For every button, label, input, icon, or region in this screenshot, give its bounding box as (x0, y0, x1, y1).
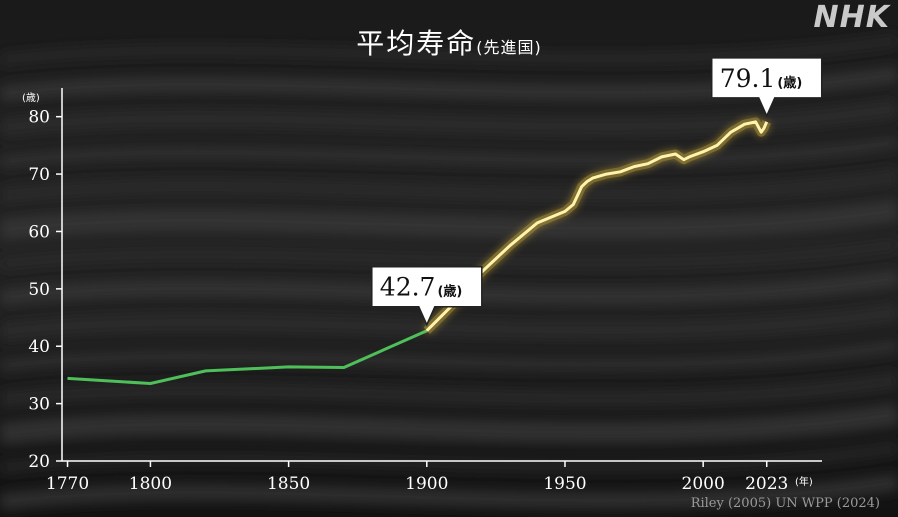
x-ticks: 1770 1800 1850 1900 1950 2000 2023 (46, 461, 788, 494)
x-tick-label: 1770 (46, 474, 89, 494)
background-streak (0, 341, 898, 371)
series-line-early (67, 329, 428, 385)
background-streak (0, 372, 898, 408)
y-tick-label: 70 (28, 165, 50, 185)
chart-title: 平均寿命(先進国) (0, 22, 898, 62)
background-streak (0, 199, 898, 241)
callout-1: 42.7 (歳) (371, 265, 483, 327)
callout-box (371, 265, 483, 327)
y-tick-label: 60 (28, 222, 50, 242)
callout-value: 42.7 (歳) (380, 273, 463, 302)
y-tick-label: 40 (28, 337, 50, 357)
background-streak (0, 474, 898, 510)
y-tick-label: 50 (28, 280, 50, 300)
y-tick-label: 30 (28, 395, 50, 415)
x-tick-label: 2000 (682, 474, 725, 494)
source-credit: Riley (2005) UN WPP (2024) (690, 496, 880, 511)
callout-2: 79.1 (歳) (710, 57, 823, 118)
background-streaks (0, 35, 898, 510)
background-streak (0, 403, 898, 445)
series-line-late (425, 120, 769, 332)
y-ticks: 20 30 40 50 60 70 80 (28, 108, 62, 472)
axes (61, 88, 822, 462)
background-streak (0, 137, 898, 167)
background-streak (0, 239, 898, 269)
y-tick-label: 80 (28, 108, 50, 128)
series-lines (67, 117, 771, 385)
y-tick-label: 20 (28, 452, 50, 472)
background-streak (0, 443, 898, 473)
title-main: 平均寿命 (356, 27, 477, 60)
background-streak (0, 168, 898, 204)
title-subtitle: (先進国) (476, 38, 542, 57)
x-tick-label: 1950 (543, 474, 586, 494)
x-unit-label: (年) (795, 475, 813, 488)
callout-value: 79.1 (歳) (720, 64, 803, 93)
x-tick-label: 2023 (745, 474, 788, 494)
x-tick-label: 1800 (129, 474, 172, 494)
x-tick-label: 1900 (405, 474, 448, 494)
callout-box (710, 57, 823, 118)
y-unit-label: (歳) (22, 92, 40, 104)
x-tick-label: 1850 (267, 474, 310, 494)
nhk-logo: NHK (813, 0, 890, 35)
callouts: 42.7 (歳) 79.1 (歳) (371, 57, 823, 327)
background-streak (0, 35, 898, 65)
